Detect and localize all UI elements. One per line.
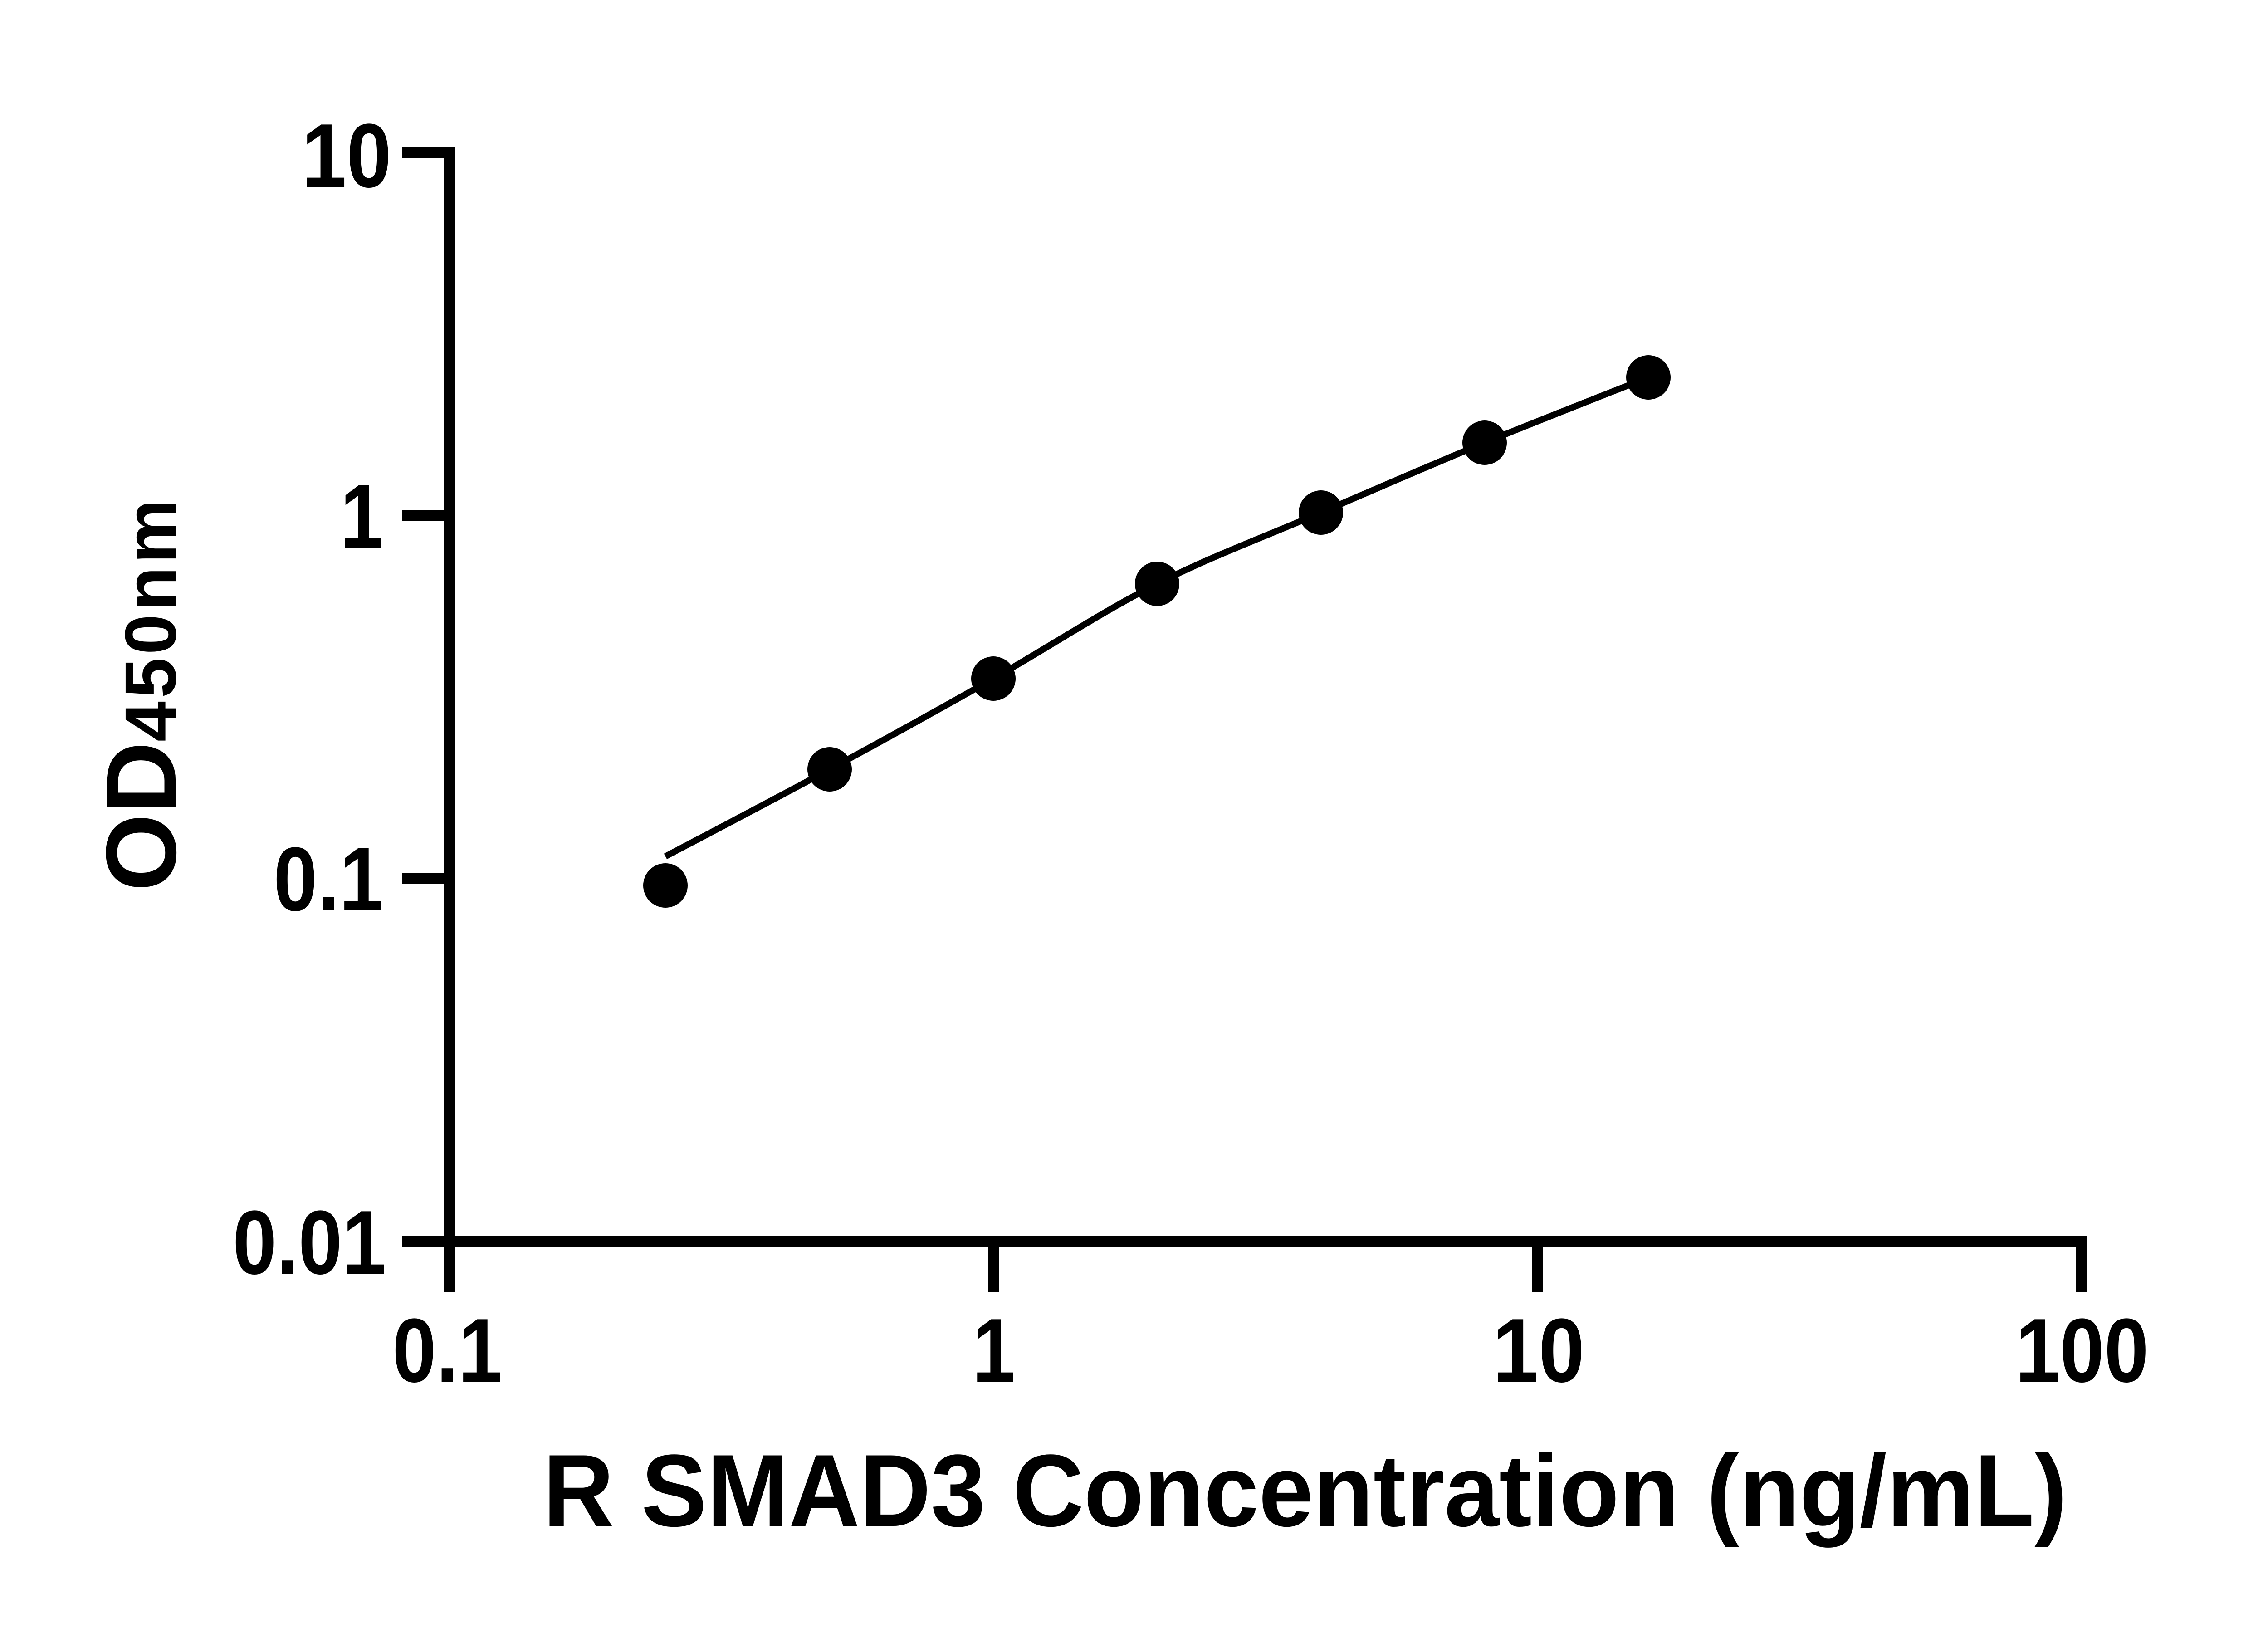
svg-text:0.01: 0.01 [233, 1192, 386, 1293]
svg-text:R SMAD3 Concentration (ng/mL): R SMAD3 Concentration (ng/mL) [543, 1433, 2067, 1548]
svg-text:0.1: 0.1 [392, 1300, 502, 1401]
svg-text:100: 100 [2015, 1300, 2149, 1401]
svg-text:0.1: 0.1 [274, 829, 383, 930]
svg-text:1: 1 [340, 466, 383, 567]
svg-text:10: 10 [1493, 1300, 1585, 1401]
svg-text:10: 10 [302, 105, 391, 206]
svg-text:1: 1 [973, 1300, 1016, 1401]
